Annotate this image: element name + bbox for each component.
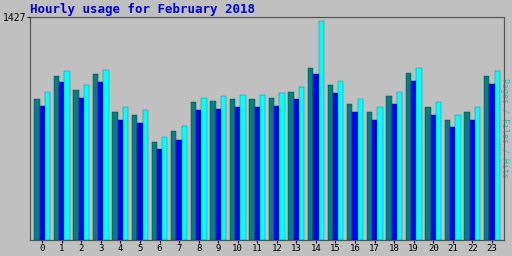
Bar <box>464 112 470 240</box>
Bar <box>182 126 187 240</box>
Bar <box>137 123 142 240</box>
Bar <box>249 99 254 240</box>
Bar <box>431 115 436 240</box>
Bar <box>132 115 137 240</box>
Bar <box>484 76 489 240</box>
Text: Hourly usage for February 2018: Hourly usage for February 2018 <box>30 3 255 16</box>
Bar <box>313 74 318 240</box>
Bar <box>436 102 441 240</box>
Bar <box>406 73 411 240</box>
Bar <box>162 137 167 240</box>
Bar <box>73 90 79 240</box>
Bar <box>123 107 129 240</box>
Bar <box>299 87 304 240</box>
Bar <box>338 81 344 240</box>
Bar <box>333 93 338 240</box>
Bar <box>142 110 148 240</box>
Bar <box>221 96 226 240</box>
Bar <box>196 110 201 240</box>
Bar <box>445 120 450 240</box>
Bar <box>372 120 377 240</box>
Bar <box>216 109 221 240</box>
Bar <box>318 21 324 240</box>
Bar <box>210 101 216 240</box>
Bar <box>113 112 118 240</box>
Bar <box>190 102 196 240</box>
Bar <box>456 115 461 240</box>
Bar <box>93 74 98 240</box>
Y-axis label: Pages / Files / Hits: Pages / Files / Hits <box>500 79 509 178</box>
Bar <box>397 92 402 240</box>
Bar <box>201 98 206 240</box>
Bar <box>269 98 274 240</box>
Bar <box>377 107 382 240</box>
Bar <box>103 70 109 240</box>
Bar <box>425 107 431 240</box>
Bar <box>308 68 313 240</box>
Bar <box>54 76 59 240</box>
Bar <box>84 85 89 240</box>
Bar <box>489 84 495 240</box>
Bar <box>475 107 480 240</box>
Bar <box>59 82 65 240</box>
Bar <box>367 112 372 240</box>
Bar <box>495 71 500 240</box>
Bar <box>347 104 352 240</box>
Bar <box>34 99 39 240</box>
Bar <box>450 127 456 240</box>
Bar <box>157 149 162 240</box>
Bar <box>280 93 285 240</box>
Bar <box>118 120 123 240</box>
Bar <box>152 142 157 240</box>
Bar <box>235 107 240 240</box>
Bar <box>470 120 475 240</box>
Bar <box>386 96 392 240</box>
Bar <box>45 92 50 240</box>
Bar <box>254 107 260 240</box>
Bar <box>65 71 70 240</box>
Bar <box>416 68 422 240</box>
Bar <box>240 95 246 240</box>
Bar <box>294 99 299 240</box>
Bar <box>411 81 416 240</box>
Bar <box>98 82 103 240</box>
Bar <box>79 98 84 240</box>
Bar <box>358 99 363 240</box>
Bar <box>260 95 265 240</box>
Bar <box>392 104 397 240</box>
Bar <box>177 140 182 240</box>
Bar <box>171 131 177 240</box>
Bar <box>274 105 280 240</box>
Bar <box>230 99 235 240</box>
Bar <box>352 112 358 240</box>
Bar <box>288 92 294 240</box>
Bar <box>328 85 333 240</box>
Bar <box>39 105 45 240</box>
